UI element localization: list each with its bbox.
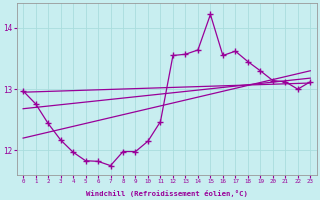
X-axis label: Windchill (Refroidissement éolien,°C): Windchill (Refroidissement éolien,°C) [86, 190, 248, 197]
